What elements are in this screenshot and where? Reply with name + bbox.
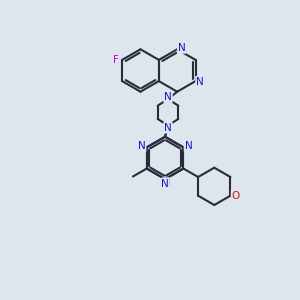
Text: N: N <box>164 92 172 102</box>
Text: N: N <box>196 77 204 87</box>
Text: N: N <box>138 141 146 151</box>
Text: F: F <box>113 55 118 65</box>
Text: O: O <box>232 191 240 201</box>
Text: N: N <box>164 123 172 133</box>
Text: N: N <box>184 141 192 151</box>
Text: N: N <box>178 43 185 53</box>
Text: N: N <box>161 178 169 189</box>
Text: N: N <box>163 178 170 188</box>
